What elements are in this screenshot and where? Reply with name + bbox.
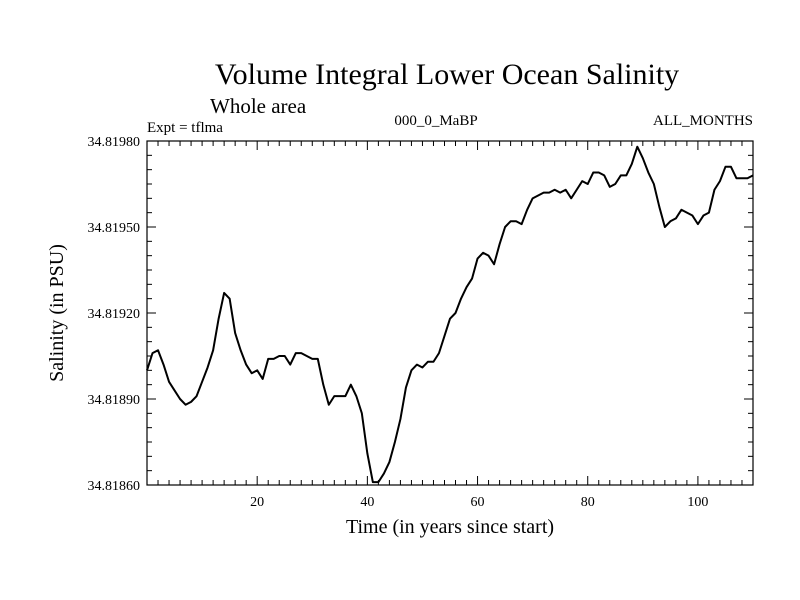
period-label: ALL_MONTHS bbox=[653, 113, 753, 129]
y-tick-label: 34.81920 bbox=[88, 307, 141, 322]
x-tick-label: 100 bbox=[687, 495, 708, 510]
y-tick-label: 34.81980 bbox=[88, 135, 141, 150]
y-axis-label: Salinity (in PSU) bbox=[46, 244, 68, 382]
tick-labels: 20 40 60 80 100 34.81860 34.81890 34.81920 34.81… bbox=[88, 135, 709, 510]
experiment-label: Expt = tflma bbox=[147, 120, 223, 136]
y-tick-label: 34.81860 bbox=[88, 479, 141, 494]
x-tick-label: 60 bbox=[471, 495, 485, 510]
salinity-series-line bbox=[146, 145, 754, 484]
axis-ticks bbox=[147, 141, 753, 485]
plot-frame bbox=[146, 140, 754, 486]
x-tick-label: 80 bbox=[581, 495, 595, 510]
y-tick-label: 34.81890 bbox=[88, 393, 141, 408]
run-label: 000_0_MaBP bbox=[394, 113, 477, 129]
chart-title: Volume Integral Lower Ocean Salinity bbox=[215, 58, 679, 91]
x-tick-label: 40 bbox=[360, 495, 374, 510]
y-tick-label: 34.81950 bbox=[88, 221, 141, 236]
x-tick-label: 20 bbox=[250, 495, 264, 510]
x-axis-label: Time (in years since start) bbox=[346, 516, 554, 538]
chart-subtitle: Whole area bbox=[210, 94, 307, 118]
